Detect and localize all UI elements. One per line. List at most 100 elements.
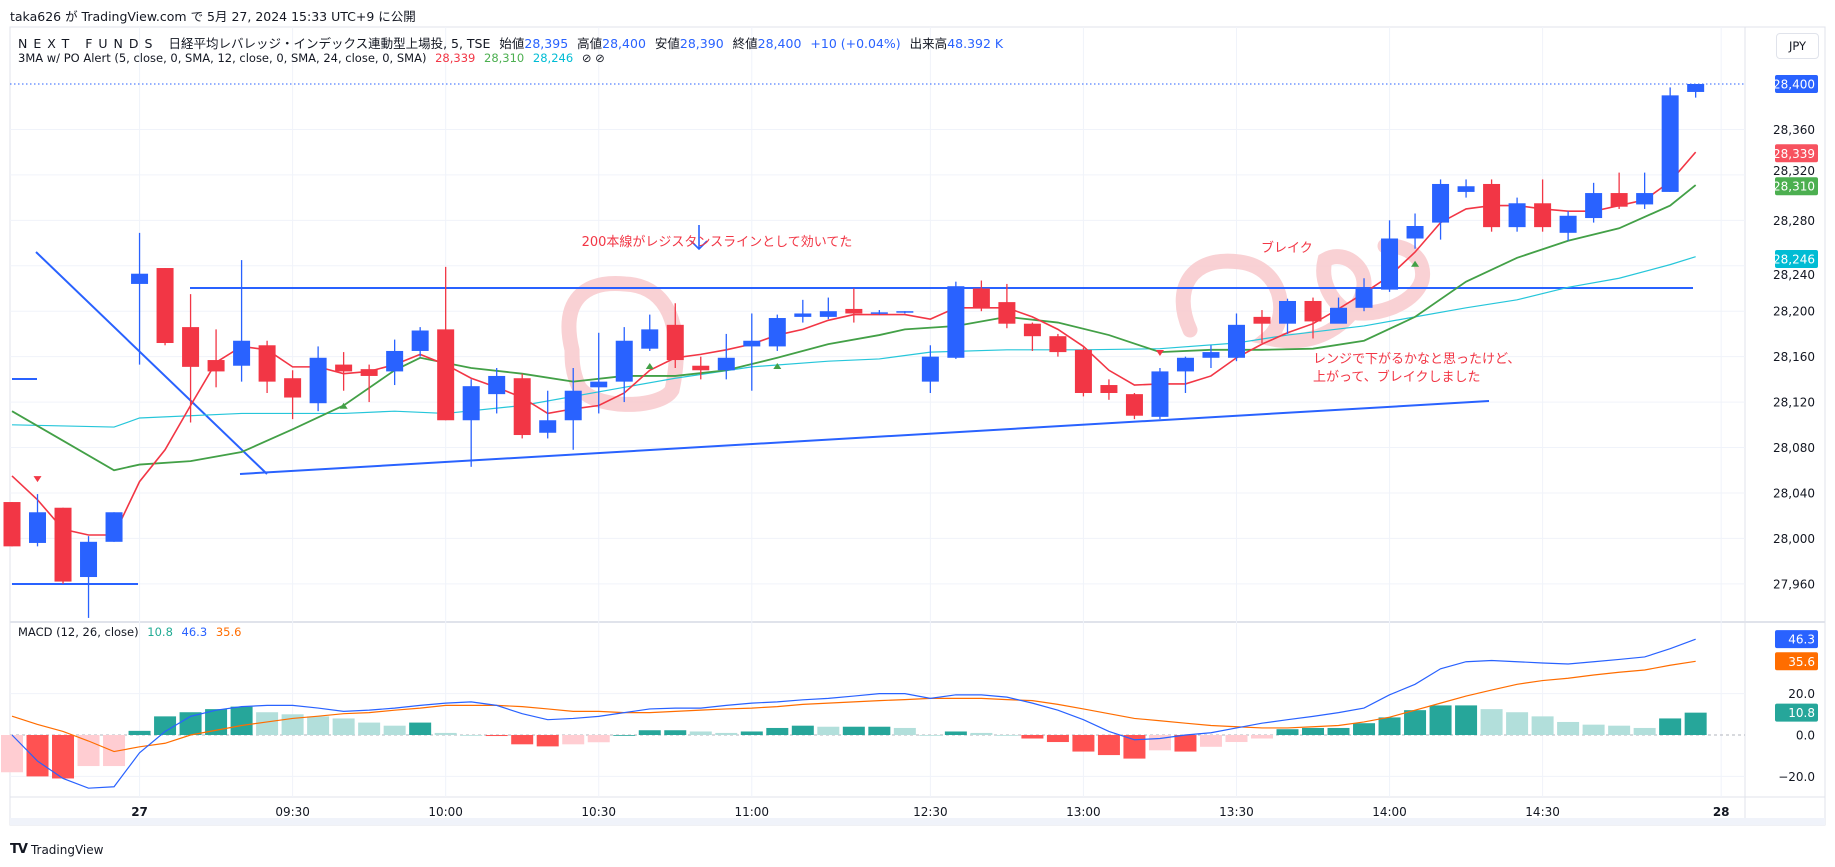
tradingview-logo[interactable]: TV TradingView <box>10 842 103 857</box>
candle-body <box>564 390 582 421</box>
candle <box>794 299 812 323</box>
macd-hist-bar <box>383 725 406 735</box>
macd-hist-bar <box>332 718 355 735</box>
price-badge-bg <box>1775 177 1818 196</box>
price-tick-label: 28,360 <box>1773 123 1815 137</box>
candle <box>590 332 608 414</box>
candle <box>1304 297 1322 339</box>
candle-body <box>54 507 72 582</box>
macd-hist-bar <box>970 732 993 735</box>
resistance-annotation[interactable]: 200本線がレジスタンスラインとして効いてた <box>582 234 853 250</box>
macd-hist-bar <box>842 726 865 735</box>
candle <box>1636 172 1654 209</box>
macd-hist-bar <box>1633 727 1656 735</box>
candle-body <box>1304 300 1322 322</box>
ma12-value: 28,310 <box>484 51 525 65</box>
candle <box>360 364 378 403</box>
descending-trend-line[interactable] <box>35 251 268 475</box>
candle <box>1432 179 1450 240</box>
candle-body <box>258 345 276 382</box>
macd-name[interactable]: MACD (12, 26, close) <box>18 625 139 639</box>
candle <box>539 390 557 439</box>
candle-body <box>947 286 965 358</box>
candle-body <box>513 378 531 436</box>
symbol-code[interactable]: NEXT FUNDS <box>18 36 159 51</box>
range-annotation-line1[interactable]: レンジで下がるかなと思ったけど、 <box>1313 352 1520 367</box>
macd-badge-bg <box>1775 652 1818 671</box>
price-badge-bg <box>1775 144 1818 163</box>
candle-body <box>1125 394 1143 416</box>
macd-badge-bg <box>1775 630 1818 649</box>
candle-body <box>309 357 327 404</box>
time-axis[interactable]: 27 09:30 10:00 10:30 11:00 12:30 13:00 13:30 14:… <box>131 805 1729 819</box>
break-annotation[interactable]: ブレイク <box>1261 240 1313 256</box>
ascending-support-line[interactable] <box>239 400 1490 475</box>
price-badge-bg <box>1775 75 1818 93</box>
candle-body <box>1457 186 1475 192</box>
candle-body <box>845 308 863 314</box>
macd-legend[interactable]: MACD (12, 26, close) 10.8 46.3 35.6 <box>18 625 241 639</box>
candle-body <box>1432 183 1450 223</box>
candle <box>207 329 225 388</box>
buy-triangle-icon <box>645 362 654 369</box>
change-value: +10 (+0.04%) <box>810 36 901 51</box>
macd-hist-bar <box>460 735 483 736</box>
time-tick-label: 09:30 <box>275 805 310 819</box>
buy-triangle-icon <box>773 362 782 369</box>
ma24-value: 28,246 <box>532 51 574 65</box>
candle-body <box>1687 84 1705 92</box>
candle <box>284 370 302 420</box>
candle <box>947 281 965 359</box>
range-annotation-line2[interactable]: 上がって、ブレイクしました <box>1313 369 1480 385</box>
candle-body <box>921 356 939 382</box>
candle-body <box>284 378 302 398</box>
macd-hist-bar <box>1557 721 1580 735</box>
price-tick-label: 28,200 <box>1773 305 1815 319</box>
candle <box>1330 297 1348 324</box>
candle-body <box>131 273 149 284</box>
macd-hist-bar <box>919 735 942 736</box>
macd-hist-bar <box>1225 735 1248 743</box>
macd-hist-bar <box>1 735 23 773</box>
trend-lines[interactable] <box>12 251 1693 585</box>
macd-hist-bar <box>1353 723 1376 735</box>
indicator-legend[interactable]: 3MA w/ PO Alert (5, close, 0, SMA, 12, c… <box>18 51 605 65</box>
candle <box>564 368 582 450</box>
indicator-name[interactable]: 3MA w/ PO Alert (5, close, 0, SMA, 12, c… <box>18 51 427 65</box>
macd-hist-bar <box>1174 735 1197 752</box>
candle <box>437 266 455 421</box>
price-tick-label: 28,040 <box>1773 486 1815 500</box>
candle-body <box>692 365 710 371</box>
candle <box>1534 179 1552 232</box>
price-badge-label: 28,339 <box>1773 147 1815 161</box>
candle-body <box>1100 385 1118 393</box>
symbol-legend: NEXT FUNDS 日経平均レバレッジ・インデックス連動型上場投, 5, TSE… <box>18 33 1003 52</box>
macd-hist-bar <box>1659 718 1682 735</box>
time-tick-label: 12:30 <box>913 805 948 819</box>
macd-hist-bar <box>562 735 585 745</box>
candle-body <box>666 324 684 361</box>
macd-hist-bar <box>1276 729 1299 735</box>
macd-hist-bar <box>103 735 126 767</box>
hidden-status-icon[interactable]: ⊘ ⊘ <box>581 51 605 65</box>
macd-hist-bar <box>205 709 228 735</box>
arrow-down-icon[interactable] <box>690 225 708 251</box>
macd-hist-bar <box>358 722 381 735</box>
macd-hist-bar <box>1582 724 1605 735</box>
macd-hist-bar <box>1072 735 1095 752</box>
macd-axis[interactable]: 20.0 0.0 −20.0 46.3 35.6 10.8 <box>1775 630 1818 784</box>
price-badge: 28,246 <box>1773 249 1818 268</box>
macd-badge-label: 35.6 <box>1788 655 1815 669</box>
macd-hist-bar <box>1327 727 1350 735</box>
macd-hist-bar <box>1378 717 1401 735</box>
macd-signal-value: 35.6 <box>215 625 242 639</box>
macd-hist-bar <box>52 735 75 779</box>
price-tick-label: 28,280 <box>1773 214 1815 228</box>
macd-hist-bar <box>893 727 916 735</box>
candle <box>131 232 149 365</box>
macd-hist-bar <box>511 735 534 745</box>
candle <box>1049 333 1067 357</box>
currency-button[interactable]: JPY <box>1776 33 1819 59</box>
price-axis[interactable]: 28,360 28,320 28,280 28,240 28,200 28,160 28,1… <box>1773 75 1818 591</box>
